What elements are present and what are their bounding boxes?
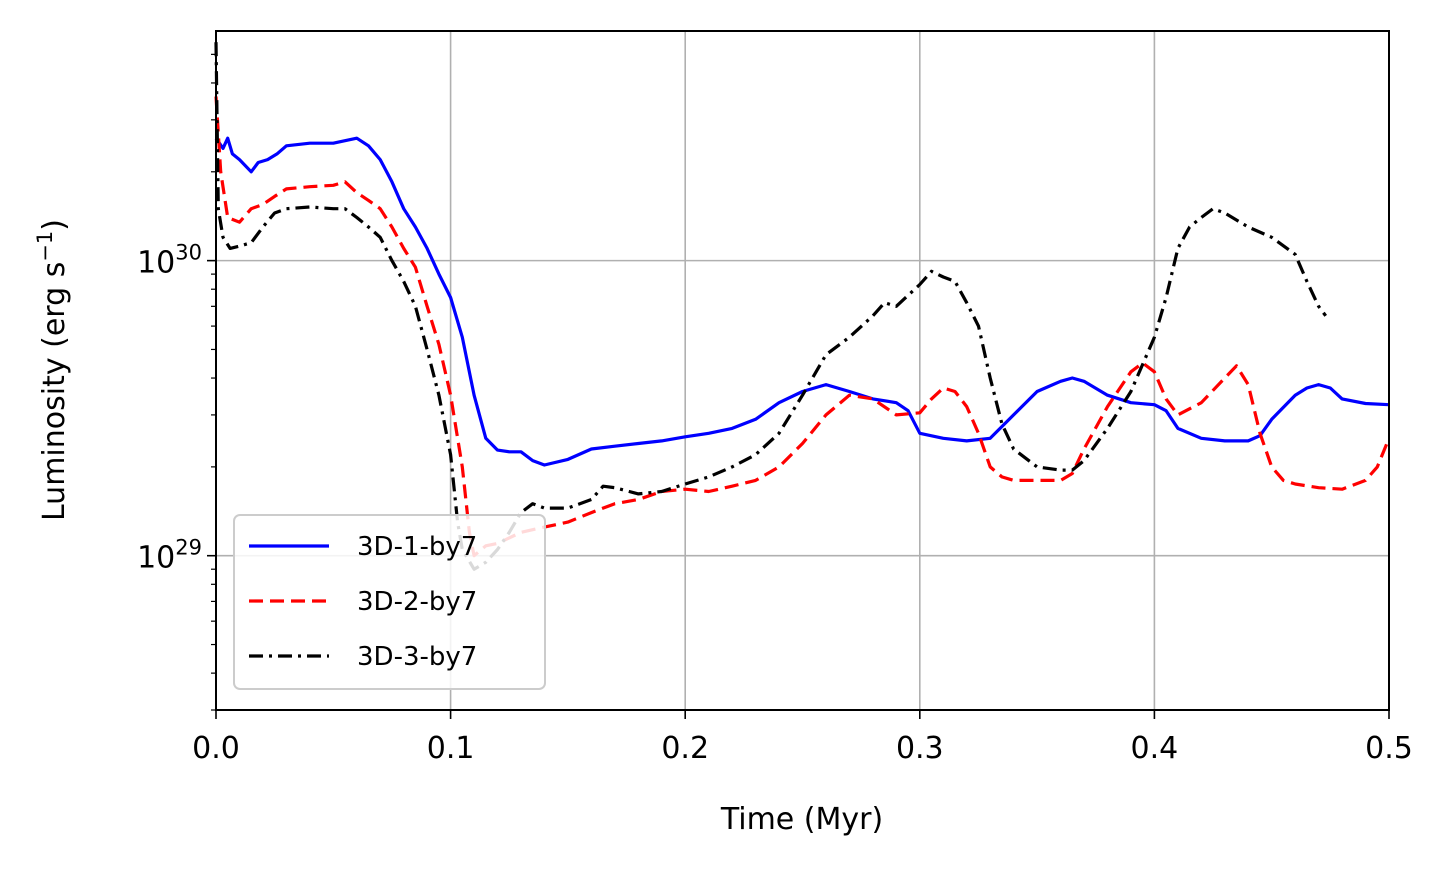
x-tick-label: 0.3 bbox=[896, 731, 944, 766]
y-tick-label-base: 10 bbox=[137, 246, 175, 281]
series-line-3D-2-by7 bbox=[214, 96, 1391, 558]
x-tick-label: 0.5 bbox=[1365, 731, 1413, 766]
y-axis-label-main: Luminosity (erg s bbox=[37, 262, 72, 521]
y-axis-label-sup: −1 bbox=[33, 231, 57, 262]
series-line-3D-3-by7 bbox=[214, 42, 1327, 571]
x-tick-label: 0.1 bbox=[427, 731, 475, 766]
y-tick-label-exponent: 30 bbox=[175, 241, 202, 265]
legend-label: 3D-2-by7 bbox=[357, 587, 477, 617]
y-tick-label-exponent: 29 bbox=[175, 536, 202, 560]
y-axis-label: Luminosity (erg s−1) bbox=[33, 219, 72, 521]
y-tick-label: 1030 bbox=[137, 241, 202, 281]
y-axis-label-suffix: ) bbox=[37, 219, 72, 231]
series-lines bbox=[214, 42, 1391, 571]
y-tick-label-base: 10 bbox=[137, 541, 175, 576]
plot-frame bbox=[215, 30, 1390, 711]
legend-label: 3D-3-by7 bbox=[357, 642, 477, 672]
x-axis-label: Time (Myr) bbox=[720, 802, 883, 837]
legend-box bbox=[233, 514, 546, 690]
legend: 3D-1-by7 3D-2-by7 3D-3-by7 bbox=[233, 514, 546, 690]
legend-label: 3D-1-by7 bbox=[357, 532, 477, 562]
x-tick-label: 0.4 bbox=[1131, 731, 1179, 766]
x-tick-label: 0.0 bbox=[192, 731, 240, 766]
x-tick-label: 0.2 bbox=[661, 731, 709, 766]
y-tick-label: 1029 bbox=[137, 536, 202, 576]
series-line-3D-1-by7 bbox=[214, 136, 1390, 467]
